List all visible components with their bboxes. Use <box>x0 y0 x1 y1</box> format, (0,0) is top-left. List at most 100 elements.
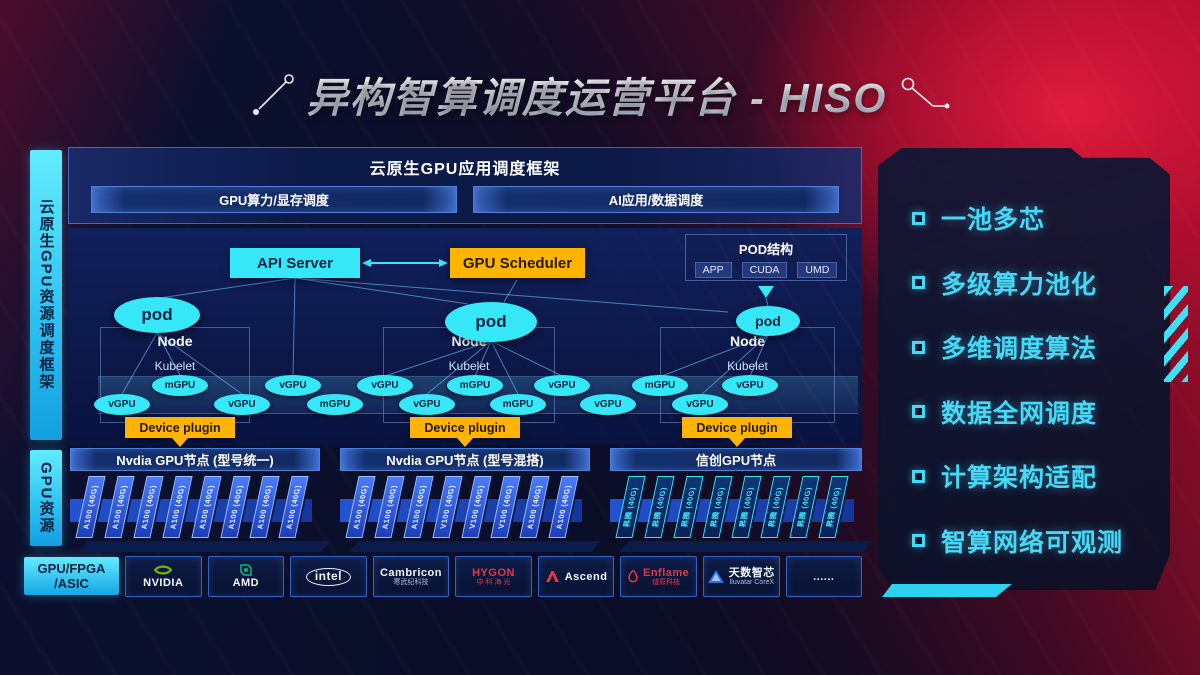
page-title: 异构智算调度运营平台 - HISO <box>307 64 888 124</box>
feature-label: 数据全网调度 <box>941 399 1098 428</box>
pod-structure-item: UMD <box>797 262 838 278</box>
gpu-card-label: A100 (40G) <box>197 484 216 530</box>
gpu-card-label: A100 (40G) <box>284 484 303 530</box>
feature-label: 多维调度算法 <box>941 335 1098 364</box>
panel-corner-accent <box>882 584 1012 597</box>
gpu-card-label: A100 (40G) <box>168 484 187 530</box>
vendor-iluvatar-text: Iluvatar CoreX <box>729 578 775 586</box>
amd-logo-icon <box>240 564 252 576</box>
shelf-base <box>349 541 601 552</box>
node-label: Node <box>157 333 193 349</box>
gpu-card-shelf: 昇腾 (40G) 昇腾 (40G) 昇腾 (40G) 昇腾 (40G) 昇腾 (40G)… <box>610 473 873 552</box>
gpu-group-header: 信创GPU节点 <box>610 448 862 471</box>
square-bullet-icon <box>912 276 925 290</box>
gpu-compute-scheduling-button[interactable]: GPU算力/显存调度 <box>91 186 457 213</box>
gpu-card-label: A100 (40G) <box>139 484 158 530</box>
vendor-enflame: Enflame 燧原科技 <box>620 556 697 597</box>
enflame-logo-icon <box>628 569 638 584</box>
header: 异构智算调度运营平台 - HISO <box>0 62 1200 126</box>
device-plugin-2: Device plugin <box>410 417 520 447</box>
kubelet-label: Kubelet <box>154 359 196 373</box>
vendor-amd-text: AMD <box>232 577 260 589</box>
pod-ellipse-2: pod <box>445 302 537 342</box>
feature-label: 一池多芯 <box>941 206 1046 235</box>
vendor-iluvatar: 天数智芯 Iluvatar CoreX <box>702 556 780 597</box>
vendor-nvidia: NVIDIA <box>125 556 202 597</box>
k8s-scheduling-panel: API Server GPU Scheduler POD结构 APP CUDA UM… <box>68 228 862 447</box>
gpu-unit-ellipse: vGPU <box>357 375 413 396</box>
feature-item: 多维调度算法 <box>912 315 1170 380</box>
shelf-base <box>79 541 331 552</box>
gpu-card-shelf: A100 (40G) A100 (40G) A100 (40G) V100 (40G)… <box>340 473 601 552</box>
gpu-unit-ellipse: mGPU <box>490 394 546 415</box>
gpu-unit-ellipse: vGPU <box>534 375 590 396</box>
vendor-ascend: Ascend <box>537 556 615 597</box>
pod-structure-items: APP CUDA UMD <box>686 262 846 278</box>
feature-item: 智算网络可观测 <box>912 509 1170 574</box>
vendor-ascend-text: Ascend <box>564 570 608 583</box>
feature-item: 数据全网调度 <box>912 380 1170 445</box>
gpu-group-mixed: Nvdia GPU节点 (型号混搭) A100 (40G) A100 (40G) A… <box>340 448 601 552</box>
shelf-band <box>70 499 312 522</box>
gpu-card-label: A100 (40G) <box>554 484 573 530</box>
square-bullet-icon <box>912 340 925 354</box>
sidebar-framework-label: 云原生GPU资源调度框架 <box>37 199 55 391</box>
circuit-node-left-icon <box>249 71 295 117</box>
gpu-card-label: V100 (40G) <box>467 485 486 529</box>
gpu-unit-ellipse: mGPU <box>632 375 688 396</box>
sidebar-hardware-label: GPU/FPGA /ASIC <box>24 557 119 595</box>
feature-label: 计算架构适配 <box>941 464 1098 493</box>
gpu-card-label: V100 (40G) <box>496 485 515 529</box>
gpu-unit-ellipse: mGPU <box>307 394 363 415</box>
vendor-hygon-text: 中 科 海 光 <box>476 578 511 586</box>
feature-label: 多级算力池化 <box>941 270 1098 299</box>
gpu-unit-ellipse: mGPU <box>447 375 503 396</box>
vendor-nvidia-text: NVIDIA <box>143 577 184 589</box>
pod-ellipse-1: pod <box>114 297 200 333</box>
gpu-card-label: A100 (40G) <box>409 484 428 530</box>
shelf-band <box>340 499 582 522</box>
vendor-cambricon-text: Cambricon <box>379 566 442 579</box>
hardware-line1: GPU/FPGA <box>37 561 106 576</box>
gpu-card-label: A100 (40G) <box>255 484 274 530</box>
vendor-intel-text: intel <box>305 567 351 586</box>
sidebar-gpu-resource-label: GPU资源 <box>37 461 55 535</box>
kubelet-label: Kubelet <box>448 359 490 373</box>
gpu-card-label: V100 (40G) <box>438 485 457 529</box>
hardware-line2: /ASIC <box>54 576 89 591</box>
square-bullet-icon <box>912 211 925 225</box>
gpu-scheduler-box: GPU Scheduler <box>450 248 585 278</box>
shelf-base <box>619 541 873 552</box>
gpu-group-domestic: 信创GPU节点 昇腾 (40G) 昇腾 (40G) 昇腾 (40G) 昇腾 (40G)… <box>610 448 873 552</box>
square-bullet-icon <box>912 534 925 548</box>
pod-structure-title: POD结构 <box>738 242 794 257</box>
feature-item: 一池多芯 <box>912 186 1170 251</box>
app-scheduling-frame: 云原生GPU应用调度框架 GPU算力/显存调度 AI应用/数据调度 <box>68 147 862 224</box>
vendor-cambricon: Cambricon 寒武纪科技 <box>372 556 450 597</box>
vendor-more: ...... <box>785 556 863 597</box>
circuit-node-right-icon <box>899 73 951 115</box>
gpu-unit-ellipse: vGPU <box>94 394 150 415</box>
feature-item: 多级算力池化 <box>912 251 1170 316</box>
sidebar-framework-rail: 云原生GPU资源调度框架 <box>30 150 62 440</box>
node-label: Node <box>730 333 765 349</box>
gpu-card-shelf: A100 (40G) A100 (40G) A100 (40G) A100 (40G)… <box>70 473 331 552</box>
gpu-unit-ellipse: vGPU <box>672 394 728 415</box>
iluvatar-logo-icon <box>707 570 724 583</box>
feature-list: 一池多芯多级算力池化 多维调度算法 数据全网调度 计算架构适配智算网络可观测 <box>878 148 1170 573</box>
gpu-unit-ellipse: vGPU <box>580 394 636 415</box>
shelf-band <box>610 499 854 522</box>
sidebar-gpu-resource-rail: GPU资源 <box>30 450 62 546</box>
device-plugin-1: Device plugin <box>125 417 235 447</box>
device-plugin-3: Device plugin <box>682 417 792 447</box>
pod-structure-item: APP <box>694 262 732 278</box>
vendor-hygon-text: HYGON <box>472 566 515 579</box>
gpu-card-label: A100 (40G) <box>81 484 100 530</box>
gpu-card-label: A100 (40G) <box>380 484 399 530</box>
ai-data-scheduling-button[interactable]: AI应用/数据调度 <box>473 186 839 213</box>
vendor-iluvatar-text: 天数智芯 <box>728 566 775 579</box>
vendor-more-text: ...... <box>813 570 835 583</box>
nvidia-logo-icon <box>154 564 173 576</box>
pod-structure-item: CUDA <box>741 262 788 278</box>
